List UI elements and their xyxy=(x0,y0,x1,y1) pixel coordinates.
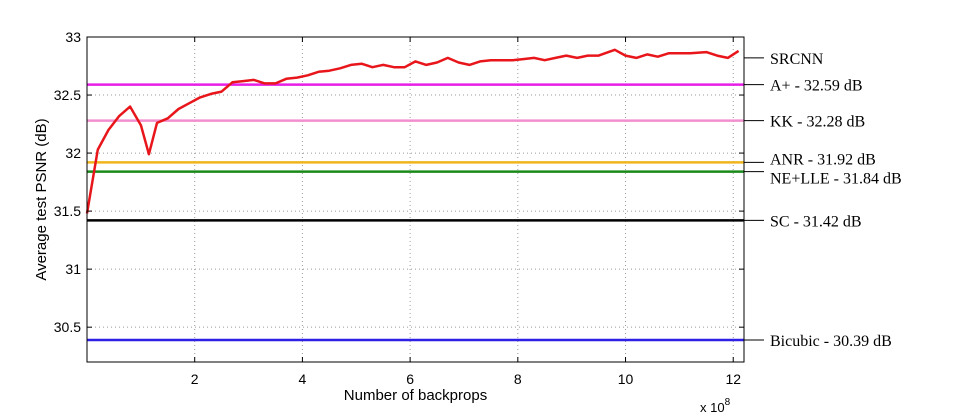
x-tick-label: 6 xyxy=(406,371,414,387)
y-tick-label: 33 xyxy=(65,29,81,45)
x-tick-label: 12 xyxy=(725,371,741,387)
y-tick-label: 31.5 xyxy=(54,203,81,219)
series xyxy=(85,48,764,214)
reference-label: Bicubic - 30.39 dB xyxy=(770,333,892,350)
x-tick-label: 2 xyxy=(191,371,199,387)
series-line xyxy=(85,48,740,214)
x-axis-multiplier: x 108 xyxy=(700,397,731,415)
x-tick-label: 8 xyxy=(514,371,522,387)
y-tick-label: 30.5 xyxy=(54,319,81,335)
reference-lines xyxy=(87,83,764,342)
reference-label: ANR - 31.92 dB xyxy=(770,151,876,168)
labels: 2 4 6 8 10 12 30.5 31 31.5 32 32.5 33 A+ - 32.59 dB K… xyxy=(54,29,902,387)
reference-label: NE+LLE - 31.84 dB xyxy=(770,171,902,188)
x-tick-label: 4 xyxy=(299,371,307,387)
axis-ticks xyxy=(87,36,744,362)
reference-label: A+ - 32.59 dB xyxy=(770,78,863,95)
x-tick-label: 10 xyxy=(618,371,634,387)
x-axis-label: Number of backprops xyxy=(344,387,487,404)
y-axis-label: Average test PSNR (dB) xyxy=(33,118,50,280)
y-tick-label: 31 xyxy=(65,261,81,277)
series-label: SRCNN xyxy=(770,51,824,68)
y-tick-label: 32.5 xyxy=(54,87,81,103)
y-tick-label: 32 xyxy=(65,145,81,161)
plot-area-frame xyxy=(86,36,745,363)
reference-label: KK - 32.28 dB xyxy=(770,114,865,131)
reference-label: SC - 31.42 dB xyxy=(770,213,862,230)
